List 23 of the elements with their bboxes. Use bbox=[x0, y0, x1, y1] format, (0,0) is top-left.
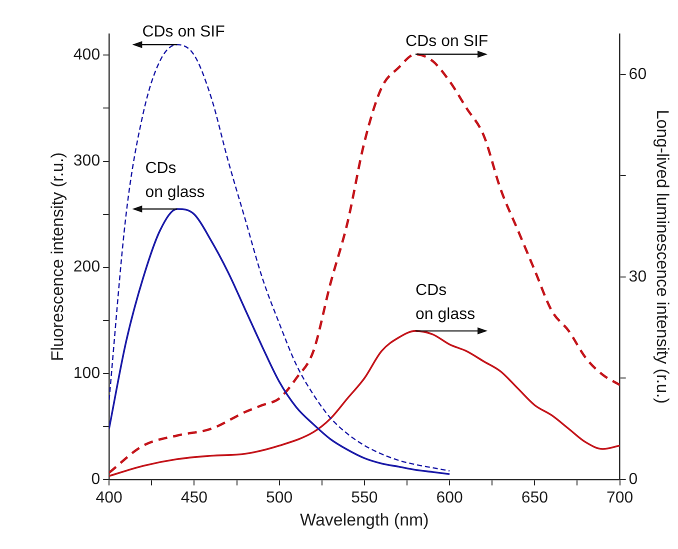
y2-axis-title: Long-lived luminescence intensity (r.u.) bbox=[653, 110, 672, 404]
annotation: CDs on SIF bbox=[142, 24, 226, 41]
x-tick-label: 400 bbox=[96, 489, 123, 506]
line-series bbox=[109, 53, 620, 474]
y-tick-label: 200 bbox=[73, 258, 100, 276]
y-axis-title: Fluorescence intensity (r.u.) bbox=[48, 152, 67, 362]
y-tick-label: 300 bbox=[73, 152, 100, 170]
x-tick-label: 550 bbox=[351, 489, 378, 506]
x-tick-label: 500 bbox=[266, 489, 293, 506]
x-tick-label: 650 bbox=[521, 489, 548, 506]
y2-tick-label: 60 bbox=[628, 66, 647, 83]
y2-tick-label: 30 bbox=[628, 268, 647, 286]
y2-tick-label: 0 bbox=[628, 470, 638, 488]
x-tick-label: 700 bbox=[606, 489, 634, 506]
annotation: CDs on SIF bbox=[406, 33, 488, 50]
y-tick-label: 0 bbox=[91, 470, 100, 488]
annotation: CDs on glass bbox=[416, 282, 476, 323]
y-tick-label: 400 bbox=[73, 46, 100, 64]
x-axis-title: Wavelength (nm) bbox=[300, 510, 429, 530]
x-tick-label: 600 bbox=[436, 489, 464, 506]
y-tick-label: 100 bbox=[73, 364, 100, 382]
x-tick-label: 450 bbox=[180, 489, 208, 506]
annotation: CDs on glass bbox=[145, 160, 205, 201]
